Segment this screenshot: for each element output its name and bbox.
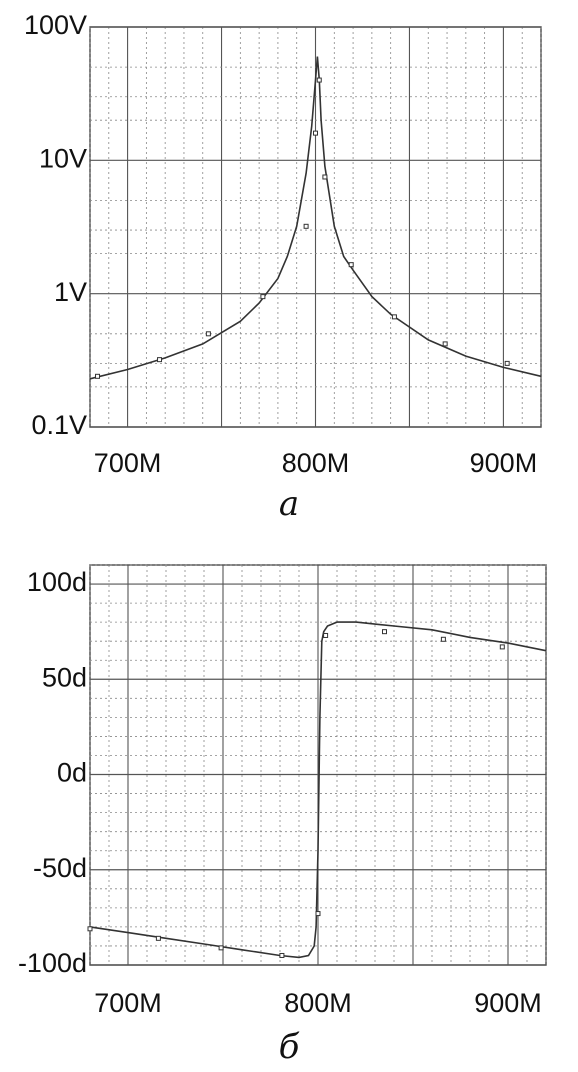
data-point-marker [157,357,163,363]
data-point-marker [323,632,329,638]
x-tick-label: 900M [470,448,538,478]
x-tick-label: 900M [474,988,542,1018]
data-point-marker [303,223,309,229]
x-tick-label: 800M [284,988,352,1018]
data-point-marker [382,629,387,635]
caption-a: а [279,484,299,524]
y-tick-label: 50d [42,662,87,692]
x-tick-label: 800M [282,448,350,478]
caption-b: б [279,1027,300,1067]
y-tick-label: 1V [54,277,87,307]
y-tick-label: -50d [33,853,87,883]
data-point-marker [205,331,211,337]
data-point-marker [504,360,510,366]
x-tick-label: 700M [94,448,162,478]
y-tick-label: 0d [57,758,87,788]
data-point-marker [87,926,93,932]
data-point-marker [95,373,101,379]
data-point-marker [315,911,321,917]
data-point-marker [313,130,318,136]
y-tick-label: 10V [39,143,87,173]
data-point-marker [316,77,322,83]
y-tick-label: 100V [24,10,87,40]
data-point-marker [440,636,446,642]
data-point-marker [391,314,397,320]
y-tick-label: 100d [27,567,87,597]
series-line [89,56,542,380]
data-point-marker [442,341,448,347]
data-point-marker [322,174,328,180]
x-tick-label: 700M [94,988,162,1018]
data-point-marker [260,294,266,300]
data-point-marker [348,262,354,268]
data-point-marker [279,952,285,958]
data-point-marker [218,945,224,951]
y-tick-label: 0.1V [31,410,87,440]
data-point-marker [499,644,505,650]
y-tick-label: -100d [18,948,87,978]
data-point-marker [155,935,161,941]
